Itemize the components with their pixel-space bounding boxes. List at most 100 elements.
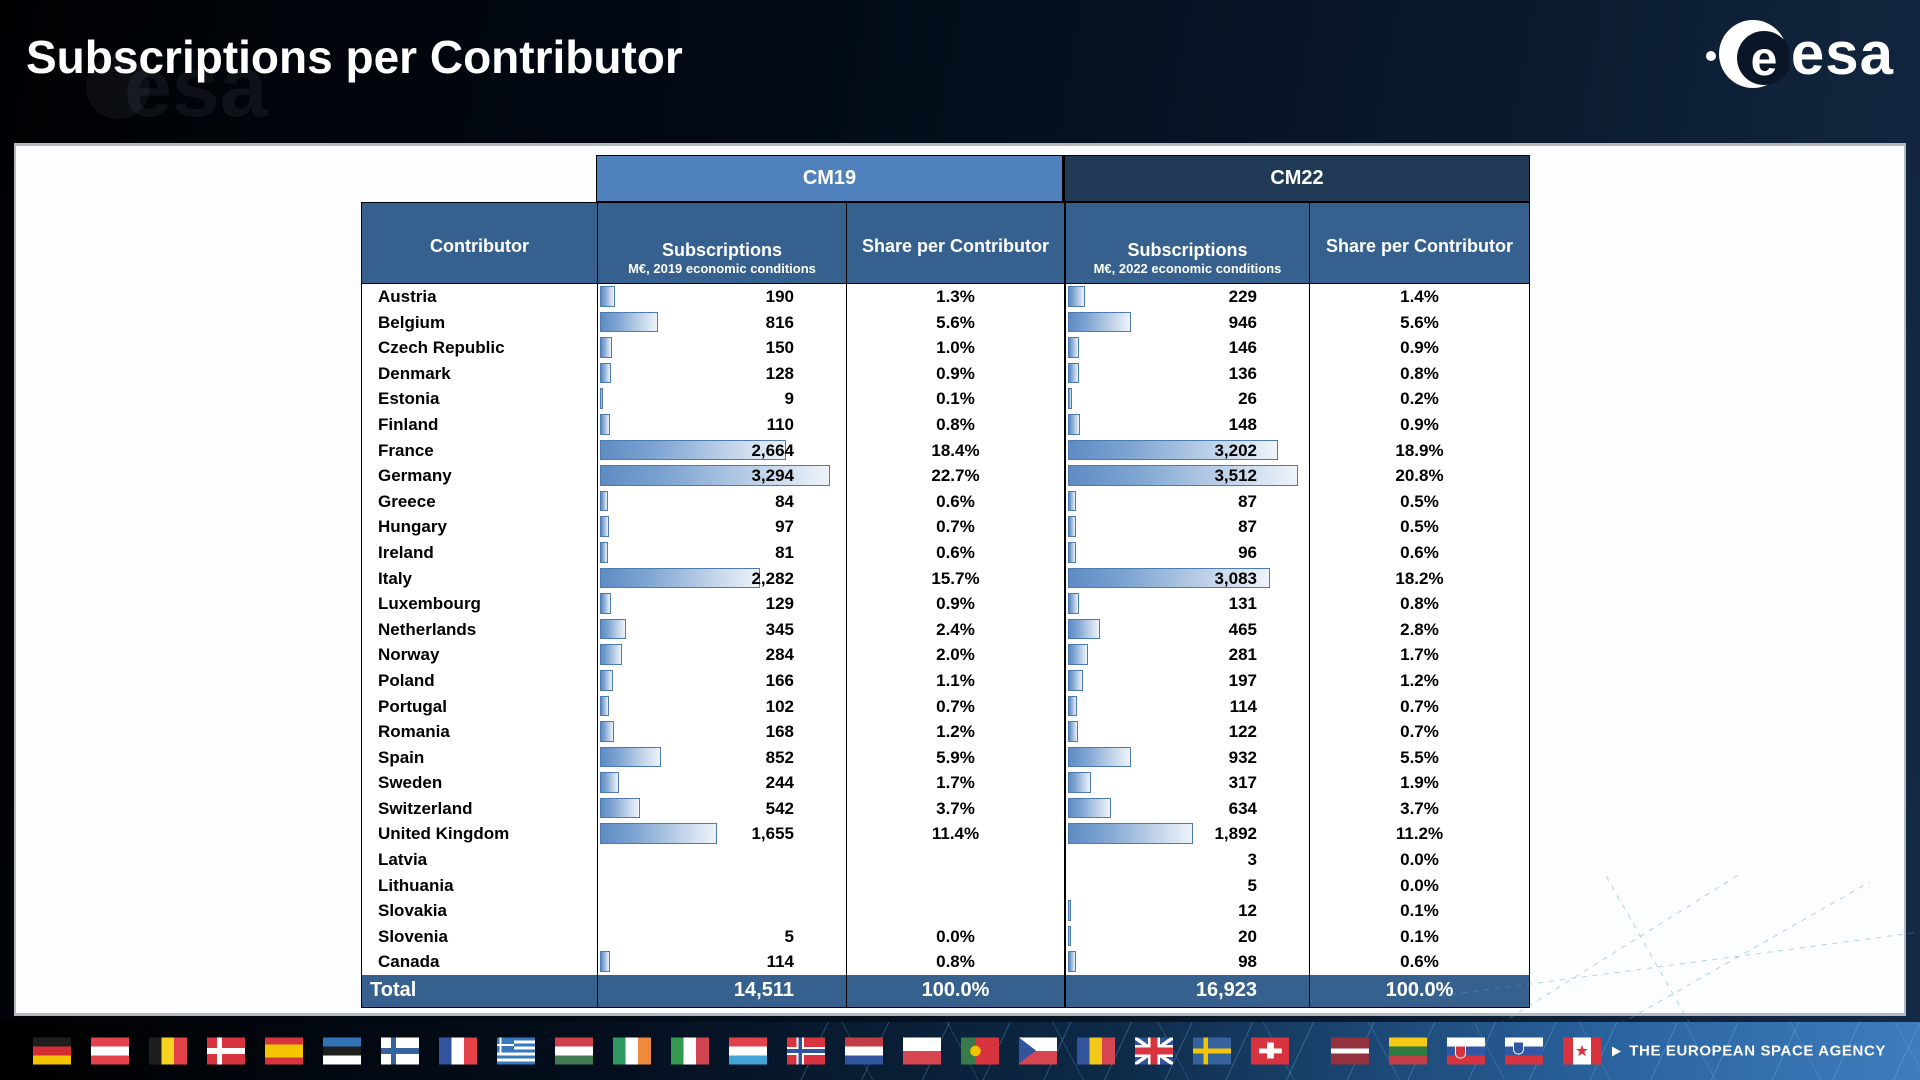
subscriptions-value-cm19: 129 — [765, 594, 794, 614]
subscriptions-cell-cm22: 131 — [1064, 591, 1309, 617]
contributor-cell: Ireland — [378, 542, 434, 562]
subscriptions-cell-cm22: 946 — [1064, 309, 1309, 336]
table-row: Ireland 81 0.6% 96 0.6% — [362, 539, 1529, 566]
table-row: Spain 852 5.9% 932 5.5% — [362, 744, 1529, 771]
data-bar-cm19 — [600, 490, 608, 512]
share-cell-cm22: 0.0% — [1309, 872, 1529, 899]
group-header-spacer — [361, 155, 596, 202]
data-bar-cm22 — [1068, 644, 1088, 665]
subscriptions-cell-cm19: 542 — [597, 795, 846, 822]
subscriptions-value-cm22: 946 — [1228, 312, 1257, 332]
subscriptions-cell-cm22: 87 — [1064, 514, 1309, 540]
esa-logo: e esa — [1705, 16, 1894, 92]
share-cell-cm19: 1.0% — [846, 335, 1064, 361]
subscriptions-cell-cm22: 281 — [1064, 642, 1309, 668]
contributor-cell: Norway — [378, 645, 440, 665]
column-header-row: Contributor Subscriptions M€, 2019 econo… — [362, 203, 1529, 284]
subscriptions-cell-cm22: 317 — [1064, 770, 1309, 796]
page-title: Subscriptions per Contributor — [26, 31, 683, 83]
subscriptions-value-cm19: 150 — [765, 338, 794, 358]
data-bar-cm22 — [1068, 823, 1193, 845]
share-cell-cm19: 15.7% — [846, 565, 1064, 592]
data-bar-cm22 — [1068, 669, 1083, 691]
table-grid: Contributor Subscriptions M€, 2019 econo… — [361, 202, 1530, 1009]
subscriptions-value-cm22: 148 — [1228, 414, 1257, 434]
share-cell-cm22: 1.2% — [1309, 667, 1529, 694]
table-row: Romania 168 1.2% 122 0.7% — [362, 719, 1529, 745]
contributor-cell: Greece — [378, 491, 436, 511]
subscriptions-cell-cm22: 87 — [1064, 488, 1309, 515]
data-bar-cm19 — [600, 388, 603, 409]
table-row: Estonia 9 0.1% 26 0.2% — [362, 386, 1529, 412]
share-cell-cm22: 0.7% — [1309, 693, 1529, 720]
subscriptions-value-cm22: 122 — [1228, 722, 1257, 742]
flag-germany — [33, 1037, 71, 1065]
subscriptions-value-cm19: 2,282 — [751, 568, 794, 588]
share-cell-cm22: 5.6% — [1309, 309, 1529, 336]
subscriptions-cell-cm22: 3,512 — [1064, 463, 1309, 489]
contributor-cell: United Kingdom — [378, 824, 510, 844]
subscriptions-cell-cm19: 190 — [597, 284, 846, 310]
data-bar-cm22 — [1068, 900, 1071, 921]
table-row: Austria 190 1.3% 229 1.4% — [362, 284, 1529, 310]
subscriptions-cell-cm19: 102 — [597, 693, 846, 720]
flag-finland — [381, 1037, 419, 1065]
flag-italy — [671, 1037, 709, 1065]
data-bar-cm19 — [600, 465, 830, 486]
group-header-cm22: CM22 — [1063, 155, 1530, 202]
subscriptions-value-cm19: 110 — [766, 414, 794, 434]
subscriptions-cell-cm19: 816 — [597, 309, 846, 336]
share-cell-cm22: 0.8% — [1309, 591, 1529, 617]
share-cell-cm22: 0.1% — [1309, 923, 1529, 950]
subscriptions-cell-cm19: 5 — [597, 923, 846, 950]
subscriptions-cell-cm22: 3,083 — [1064, 565, 1309, 592]
subscriptions-cell-cm19: 244 — [597, 770, 846, 796]
data-bar-cm22 — [1068, 772, 1091, 793]
data-bar-cm22 — [1068, 695, 1077, 717]
subscriptions-note-cm19: M€, 2019 economic conditions — [628, 261, 816, 276]
footer-flag-bar: THE EUROPEAN SPACE AGENCY — [0, 1022, 1920, 1080]
contributor-cell: Slovakia — [378, 901, 447, 921]
subscriptions-cell-cm19: 97 — [597, 514, 846, 540]
flag-norway — [787, 1037, 825, 1065]
data-bar-cm19 — [600, 439, 786, 461]
contributor-cell: Italy — [378, 568, 413, 588]
esa-tagline: THE EUROPEAN SPACE AGENCY — [1612, 1043, 1886, 1060]
contributor-cell: Poland — [378, 670, 435, 690]
subscriptions-cell-cm19: 128 — [597, 360, 846, 387]
subscriptions-cell-cm19 — [597, 872, 846, 899]
subscriptions-cell-cm19: 168 — [597, 719, 846, 745]
subscriptions-value-cm22: 12 — [1238, 901, 1257, 921]
table-row: Latvia 3 0.0% — [362, 847, 1529, 873]
flag-estonia — [323, 1037, 361, 1065]
share-cell-cm22: 1.9% — [1309, 770, 1529, 796]
group-header-cm19: CM19 — [596, 155, 1063, 202]
subscriptions-cell-cm19: 284 — [597, 642, 846, 668]
flag-hungary — [555, 1037, 593, 1065]
total-label: Total — [370, 979, 417, 1002]
total-share-cm22: 100.0% — [1309, 975, 1529, 1008]
subscriptions-cell-cm22: 932 — [1064, 744, 1309, 771]
share-cell-cm19: 11.4% — [846, 821, 1064, 848]
subscriptions-cell-cm22: 136 — [1064, 360, 1309, 387]
subscriptions-value-cm19: 84 — [775, 491, 794, 511]
table-row: Luxembourg 129 0.9% 131 0.8% — [362, 591, 1529, 617]
subscriptions-value-cm22: 146 — [1228, 338, 1257, 358]
contributor-cell: Estonia — [378, 389, 440, 409]
share-cell-cm19: 2.4% — [846, 616, 1064, 643]
subscriptions-cell-cm19: 345 — [597, 616, 846, 643]
subscriptions-value-cm19: 816 — [765, 312, 794, 332]
group-header-row: CM19 CM22 — [361, 155, 1530, 202]
data-bar-cm19 — [600, 541, 608, 563]
contributor-cell: Austria — [378, 287, 437, 306]
share-cell-cm19: 0.7% — [846, 693, 1064, 720]
subscriptions-value-cm22: 5 — [1247, 875, 1257, 895]
data-bar-cm22 — [1068, 593, 1079, 614]
data-bar-cm19 — [600, 286, 615, 307]
subscriptions-value-cm19: 128 — [765, 363, 794, 383]
data-bar-cm19 — [600, 669, 613, 691]
share-cell-cm22: 0.8% — [1309, 360, 1529, 387]
subscriptions-value-cm22: 3,083 — [1214, 568, 1257, 588]
share-cell-cm19: 0.0% — [846, 923, 1064, 950]
tagline-text: THE EUROPEAN SPACE AGENCY — [1629, 1042, 1886, 1060]
